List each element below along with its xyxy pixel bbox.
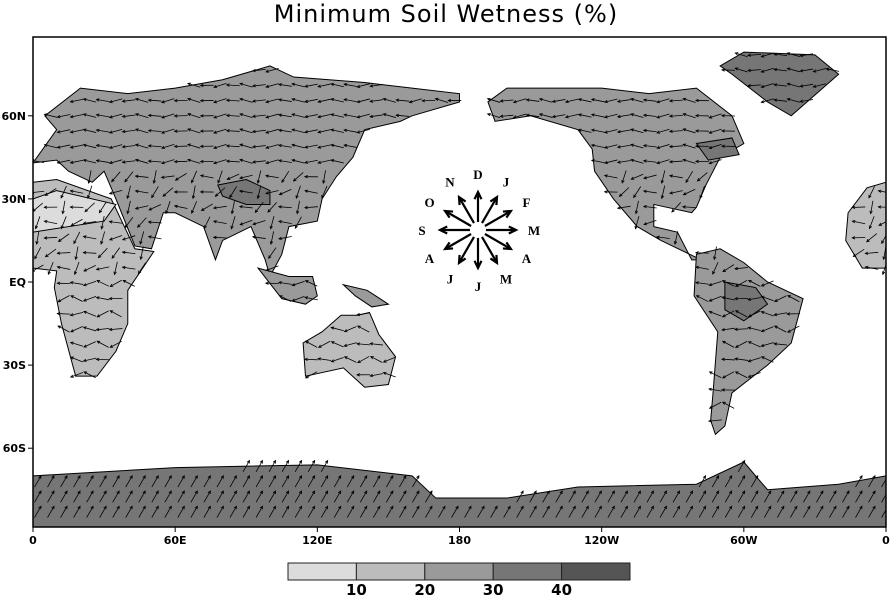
y-tick-label: 30S xyxy=(3,359,26,372)
colorbar-label: 30 xyxy=(483,581,504,596)
month-label: J xyxy=(503,175,510,190)
land-layer xyxy=(33,51,886,527)
x-tick-label: 0 xyxy=(882,534,890,547)
x-tick-label: 0 xyxy=(29,534,37,547)
month-arrow-field xyxy=(33,52,886,518)
y-tick-label: 60N xyxy=(1,110,26,123)
y-tick-label: EQ xyxy=(9,276,26,289)
month-label: D xyxy=(473,167,482,182)
y-tick-label: 60S xyxy=(3,442,26,455)
month-label: N xyxy=(445,175,455,190)
map-title: Minimum Soil Wetness (%) xyxy=(273,0,619,28)
month-label: M xyxy=(528,223,540,238)
colorbar-swatch xyxy=(355,562,426,581)
month-label: J xyxy=(475,279,482,294)
y-tick-label: 30N xyxy=(1,193,26,206)
x-tick-label: 120E xyxy=(302,534,332,547)
month-label: A xyxy=(425,251,435,266)
land-australia xyxy=(302,311,397,388)
colorbar: 10 20 30 40 xyxy=(287,562,631,596)
colorbar-swatch xyxy=(424,562,494,581)
colorbar-swatch xyxy=(561,562,631,581)
colorbar-label: 40 xyxy=(551,581,572,596)
month-label: J xyxy=(447,271,454,286)
land-indonesia xyxy=(256,267,318,305)
land-eurasia xyxy=(33,65,460,278)
month-label: S xyxy=(418,223,425,238)
colorbar-label: 20 xyxy=(414,581,435,596)
land-canadaE xyxy=(695,137,740,161)
month-label: F xyxy=(523,195,531,210)
x-tick-label: 60E xyxy=(164,534,187,547)
month-label: A xyxy=(522,251,532,266)
x-tick-label: 60W xyxy=(730,534,757,547)
month-label: M xyxy=(500,271,512,286)
month-label: O xyxy=(424,195,434,210)
land-antarctica xyxy=(33,461,886,527)
colorbar-label: 10 xyxy=(346,581,367,596)
colorbar-swatch xyxy=(492,562,563,581)
land-africa xyxy=(33,178,155,377)
land-africaW xyxy=(845,181,886,269)
x-tick-label: 180 xyxy=(448,534,471,547)
x-tick-label: 120W xyxy=(584,534,619,547)
colorbar-swatch xyxy=(287,562,357,581)
land-newguinea xyxy=(341,283,390,308)
